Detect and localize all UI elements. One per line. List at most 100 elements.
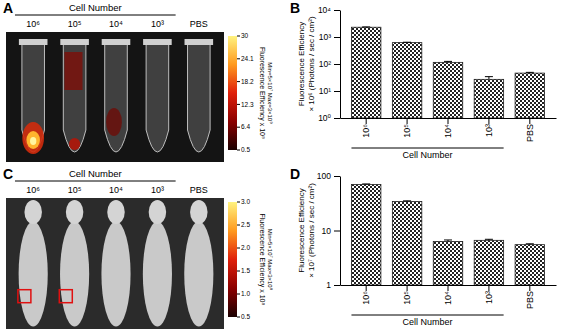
colorbar-tick [237, 104, 240, 105]
y-tick: 10 [322, 226, 340, 236]
mouse-head [190, 200, 207, 224]
y-tick-label: 10³ [319, 32, 331, 42]
y-axis: 10⁰10¹10²10³10⁴ [318, 5, 341, 123]
x-tick-mark [407, 285, 408, 291]
x-tick-label: 10⁴ [443, 124, 453, 138]
error-cap [403, 200, 411, 201]
y-tick-label: 10² [319, 59, 331, 69]
bar [351, 184, 380, 285]
colorbar-tick-label: 2.5 [241, 221, 250, 228]
mouse-body [101, 222, 130, 327]
tube-rim [102, 39, 131, 45]
colorbar-tick [237, 81, 240, 82]
colorbar-tick [237, 36, 240, 37]
signal-glow [69, 138, 80, 150]
x-tick: 10³ [484, 285, 494, 304]
error-cap [444, 61, 452, 62]
x-axis: 10⁶ 10⁵ 10⁴ 10³ PBS [341, 118, 557, 142]
y-tick: 100 [317, 171, 340, 181]
mouse-head [149, 200, 166, 224]
colorbar-title: Fluorescence Efficiency x 10⁸ [258, 214, 266, 306]
mouse-head [24, 200, 41, 224]
colorbar-tick [237, 248, 240, 249]
tube-rim [60, 39, 89, 45]
colorbar-tick [237, 150, 240, 151]
x-axis: 10⁶ 10⁵ 10⁴ 10³ PBS [341, 285, 557, 309]
x-tick-label: 10³ [484, 124, 494, 137]
bar [474, 240, 503, 285]
error-bar [485, 239, 493, 240]
x-tick: 10⁴ [443, 118, 453, 138]
colorbar-tick [237, 202, 240, 203]
y-axis-title: × 10⁶ (Photons / sec / cm²) [307, 16, 316, 111]
group-title: Cell Number [69, 2, 122, 13]
signal-glow [30, 137, 36, 145]
category-label: 10³ [151, 19, 164, 29]
error-bar [485, 77, 493, 80]
x-tick-label: 10⁶ [361, 291, 371, 305]
colorbar-tick [237, 225, 240, 226]
colorbar-tick-label: 12.3 [241, 101, 254, 108]
x-tick: 10⁶ [361, 118, 371, 138]
bar [392, 202, 421, 285]
x-tick-mark [407, 118, 408, 124]
signal-glow [26, 131, 40, 149]
x-tick-label: 10⁴ [443, 291, 453, 305]
colorbar-tick [237, 294, 240, 295]
y-axis-title: × 10⁷ (Photons / sec / cm²) [307, 183, 316, 278]
colorbar-note: Min=5×10⁷ Max=3×10⁹ [267, 62, 273, 124]
colorbar-tick [237, 58, 240, 59]
x-tick-mark [529, 118, 530, 124]
bar-panel: D11010010⁶10⁵10⁴10³PBSCell NumberFluores… [290, 166, 557, 327]
x-tick-label: PBS [525, 291, 535, 309]
x-tick-mark [488, 285, 489, 291]
mouse-body [184, 222, 213, 327]
colorbar-tick [237, 127, 240, 128]
y-tick-label: 1 [326, 280, 331, 290]
error-bar [444, 61, 452, 63]
y-tick: 1 [326, 280, 340, 290]
group-bracket [351, 148, 503, 149]
x-tick-label: 10⁵ [402, 291, 412, 305]
tube [146, 44, 169, 152]
y-tick-mark [334, 176, 340, 177]
category-label: 10³ [151, 185, 164, 195]
error-bar [526, 243, 534, 245]
group-bracket [15, 181, 176, 182]
x-tick: 10⁵ [402, 285, 412, 305]
y-tick-mark [334, 91, 340, 92]
tube [63, 44, 86, 152]
tube-rim [19, 39, 48, 45]
bar [433, 62, 462, 118]
bar [515, 73, 544, 118]
y-tick-mark [334, 10, 340, 11]
y-tick: 10⁰ [318, 113, 340, 123]
colorbar-tick-label: 3.0 [241, 198, 250, 205]
error-cap [485, 76, 493, 77]
colorbar-tick-label: 1.5 [241, 267, 250, 274]
panel-label: D [290, 166, 300, 182]
photo-background [6, 32, 224, 162]
x-tick: 10⁶ [361, 285, 371, 305]
panel-label: C [3, 166, 13, 182]
group-bracket [351, 315, 503, 316]
x-axis-title: Cell Number [403, 150, 453, 160]
colorbar-tick-label: 24.1 [241, 55, 254, 62]
colorbar-tick [237, 317, 240, 318]
signal-glow [106, 108, 122, 136]
category-label: 10⁵ [68, 185, 82, 195]
colorbar [228, 36, 237, 150]
mouse-head [107, 200, 124, 224]
bar [433, 241, 462, 285]
x-tick-label: PBS [525, 124, 535, 142]
x-tick: PBS [525, 285, 535, 309]
category-label: 10⁵ [68, 19, 82, 29]
tube [188, 44, 211, 152]
group-title: Cell Number [69, 168, 122, 179]
y-tick: 10⁴ [318, 5, 340, 15]
image-panel: ACell Number10⁶10⁵10⁴10³PBS3024.118.212.… [3, 0, 273, 162]
y-axis-title: Fluorescence Efficiency [297, 188, 306, 272]
category-label: 10⁴ [109, 185, 123, 195]
y-axis-line [340, 177, 341, 286]
x-tick: 10⁵ [402, 118, 412, 138]
